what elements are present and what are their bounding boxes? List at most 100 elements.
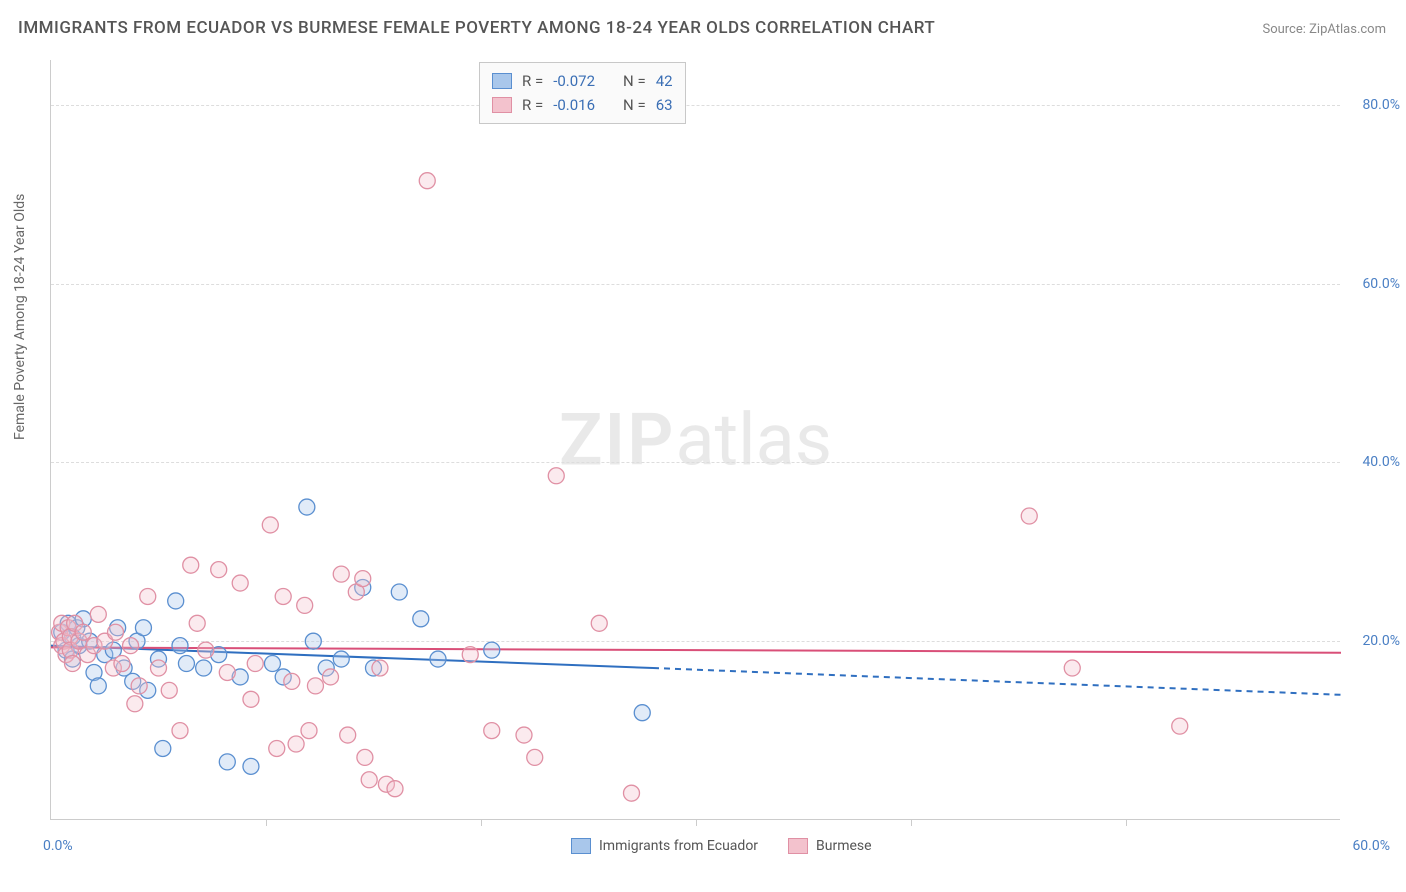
scatter-point [548,468,564,484]
legend-item-1: Immigrants from Ecuador [571,838,758,854]
r-label-1: R = [522,69,543,93]
x-tick-label-max: 60.0% [1352,838,1390,854]
x-tick-label-min: 0.0% [43,838,73,854]
x-tick [266,819,267,826]
scatter-point [264,656,280,672]
scatter-point [219,664,235,680]
legend-label-2: Burmese [816,838,872,854]
scatter-point [131,678,147,694]
scatter-point [269,740,285,756]
scatter-point [484,723,500,739]
swatch-series-1 [492,73,512,89]
scatter-point [387,781,403,797]
source-attribution: Source: ZipAtlas.com [1262,22,1386,37]
scatter-point [75,624,91,640]
y-tick-label: 80.0% [1362,97,1400,113]
scatter-point [634,705,650,721]
scatter-point [516,727,532,743]
scatter-point [189,615,205,631]
scatter-point [90,606,106,622]
scatter-point [1021,508,1037,524]
scatter-point [114,656,130,672]
y-tick-label: 60.0% [1362,276,1400,292]
scatter-point [151,660,167,676]
scatter-point [527,749,543,765]
scatter-point [430,651,446,667]
swatch-bottom-1 [571,838,591,854]
x-tick [696,819,697,826]
scatter-point [140,588,156,604]
scatter-point [196,660,212,676]
scatter-point [301,723,317,739]
scatter-point [262,517,278,533]
scatter-point [307,678,323,694]
y-tick-label: 40.0% [1362,454,1400,470]
scatter-point [624,785,640,801]
scatter-point [123,638,139,654]
n-label-1: N = [623,69,646,93]
scatter-point [247,656,263,672]
scatter-point [1064,660,1080,676]
scatter-point [355,571,371,587]
scatter-point [323,669,339,685]
legend-stats-row-2: R = -0.016 N = 63 [492,93,673,117]
scatter-point [275,588,291,604]
scatter-point [284,673,300,689]
legend-stats-row-1: R = -0.072 N = 42 [492,69,673,93]
swatch-bottom-2 [788,838,808,854]
scatter-point [161,682,177,698]
scatter-point [243,758,259,774]
scatter-point [135,620,151,636]
y-axis-label: Female Poverty Among 18-24 Year Olds [12,194,28,440]
scatter-point [155,740,171,756]
scatter-point [361,772,377,788]
scatter-point [462,647,478,663]
scatter-point [299,499,315,515]
scatter-point [357,749,373,765]
r-value-2: -0.016 [553,93,595,117]
legend-label-1: Immigrants from Ecuador [599,838,758,854]
scatter-point [178,656,194,672]
r-label-2: R = [522,93,543,117]
scatter-point [1172,718,1188,734]
scatter-point [232,575,248,591]
scatter-point [372,660,388,676]
x-tick [481,819,482,826]
scatter-point [484,642,500,658]
scatter-point [419,173,435,189]
y-tick-label: 20.0% [1362,633,1400,649]
n-label-2: N = [623,93,646,117]
scatter-point [591,615,607,631]
scatter-point [333,651,349,667]
scatter-point [65,656,81,672]
scatter-points [51,60,1340,819]
scatter-point [413,611,429,627]
scatter-point [288,736,304,752]
scatter-point [108,624,124,640]
bottom-legend: Immigrants from Ecuador Burmese [571,838,872,854]
legend-item-2: Burmese [788,838,872,854]
scatter-point [168,593,184,609]
legend-stats-box: R = -0.072 N = 42 R = -0.016 N = 63 [479,62,686,124]
scatter-point [243,691,259,707]
scatter-point [127,696,143,712]
swatch-series-2 [492,97,512,113]
scatter-point [172,723,188,739]
scatter-point [297,597,313,613]
scatter-point [198,642,214,658]
r-value-1: -0.072 [553,69,595,93]
scatter-point [211,562,227,578]
scatter-point [90,678,106,694]
chart-title: IMMIGRANTS FROM ECUADOR VS BURMESE FEMAL… [18,18,935,38]
scatter-point [305,633,321,649]
scatter-point [172,638,188,654]
scatter-point [391,584,407,600]
n-value-1: 42 [656,69,673,93]
scatter-point [333,566,349,582]
scatter-point [340,727,356,743]
scatter-point [183,557,199,573]
scatter-point [219,754,235,770]
n-value-2: 63 [656,93,673,117]
x-tick [1126,819,1127,826]
x-tick [911,819,912,826]
